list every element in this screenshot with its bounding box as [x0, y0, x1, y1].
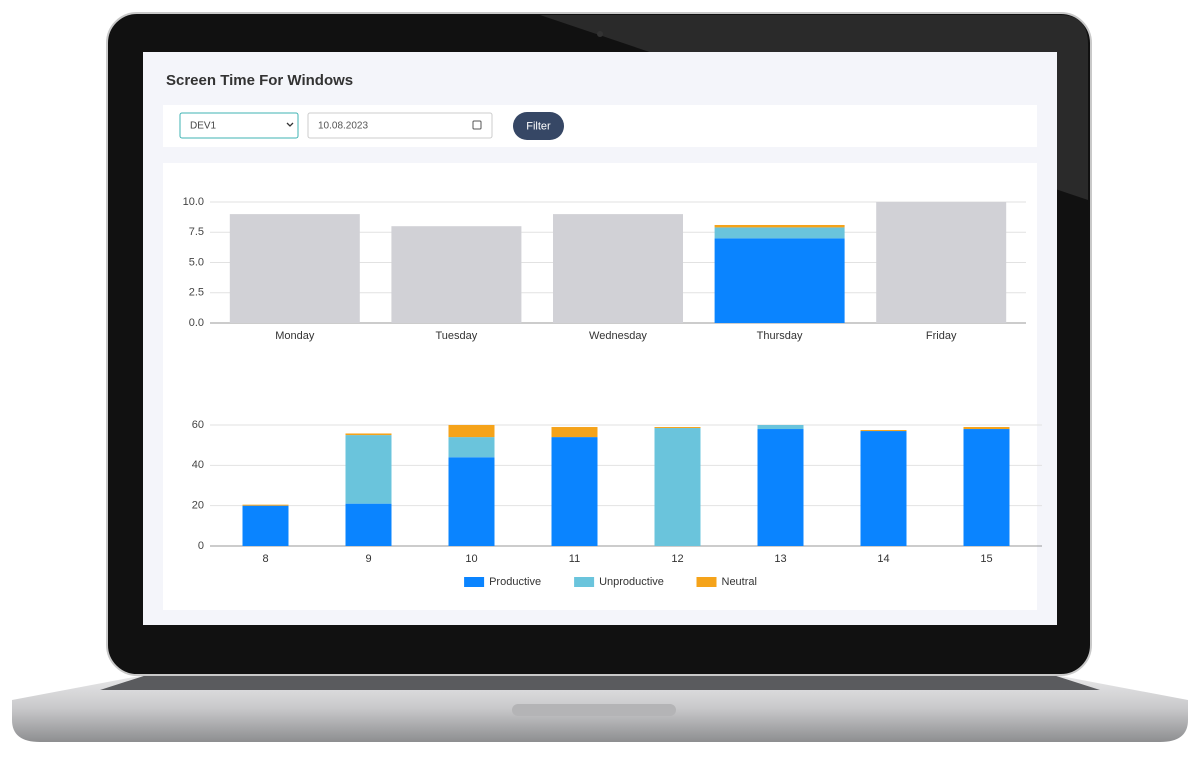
bar	[448, 457, 495, 546]
bar	[963, 429, 1010, 546]
camera	[597, 31, 603, 37]
bar	[345, 435, 392, 504]
bar	[229, 214, 360, 323]
x-tick-label: Monday	[275, 330, 315, 342]
bar	[551, 437, 598, 546]
date-input[interactable]	[307, 112, 493, 139]
y-tick-label: 0.0	[189, 317, 204, 329]
bar	[448, 437, 495, 458]
x-tick-label: Wednesday	[589, 330, 647, 342]
x-tick-label: 11	[569, 553, 580, 565]
x-tick-label: 13	[774, 553, 786, 565]
x-tick-label: 9	[365, 553, 371, 565]
y-tick-label: 5.0	[189, 256, 204, 268]
bar	[876, 202, 1007, 323]
device-value: DEV1	[190, 121, 217, 132]
y-tick-label: 0	[198, 540, 204, 552]
x-tick-label: 8	[262, 553, 268, 565]
bar	[860, 430, 907, 432]
legend-swatch	[464, 577, 485, 587]
bar	[551, 427, 598, 438]
bar	[345, 433, 392, 436]
bar	[860, 431, 907, 546]
bar	[345, 503, 392, 546]
legend-label: Productive	[489, 576, 541, 588]
y-tick-label: 10.0	[183, 196, 204, 208]
bar	[714, 238, 845, 323]
bar	[757, 425, 804, 430]
page-title: Screen Time For Windows	[166, 72, 353, 89]
calendar-icon[interactable]	[472, 120, 482, 130]
bar	[553, 214, 683, 323]
x-tick-label: 10	[465, 553, 477, 565]
bar	[242, 505, 289, 546]
x-tick-label: 12	[671, 553, 683, 565]
y-tick-label: 20	[192, 500, 204, 512]
filter-button-label: Filter	[526, 120, 551, 132]
legend-label: Neutral	[722, 576, 757, 588]
filter-button[interactable]	[513, 112, 564, 140]
bar	[654, 428, 701, 546]
y-tick-label: 40	[192, 459, 204, 471]
legend-swatch	[696, 577, 717, 587]
bar	[391, 226, 522, 323]
x-tick-label: Friday	[926, 330, 957, 342]
device-select[interactable]	[179, 112, 299, 139]
bar	[714, 227, 845, 239]
x-tick-label: 15	[980, 553, 992, 565]
laptop-hinge	[100, 674, 1100, 690]
bar	[654, 427, 701, 429]
legend-swatch	[574, 577, 595, 587]
bar	[242, 504, 289, 506]
y-tick-label: 2.5	[189, 287, 204, 299]
select-arrow	[286, 122, 294, 127]
bar	[448, 425, 495, 438]
legend-label: Unproductive	[599, 576, 664, 588]
bar	[714, 224, 845, 228]
bar	[757, 429, 804, 546]
date-value: 10.08.2023	[318, 121, 368, 132]
x-tick-label: 14	[877, 553, 889, 565]
x-tick-label: Thursday	[757, 330, 803, 342]
y-tick-label: 60	[192, 419, 204, 431]
bar	[963, 427, 1010, 430]
x-tick-label: Tuesday	[436, 330, 478, 342]
y-tick-label: 7.5	[189, 226, 204, 238]
laptop-notch	[512, 704, 676, 716]
